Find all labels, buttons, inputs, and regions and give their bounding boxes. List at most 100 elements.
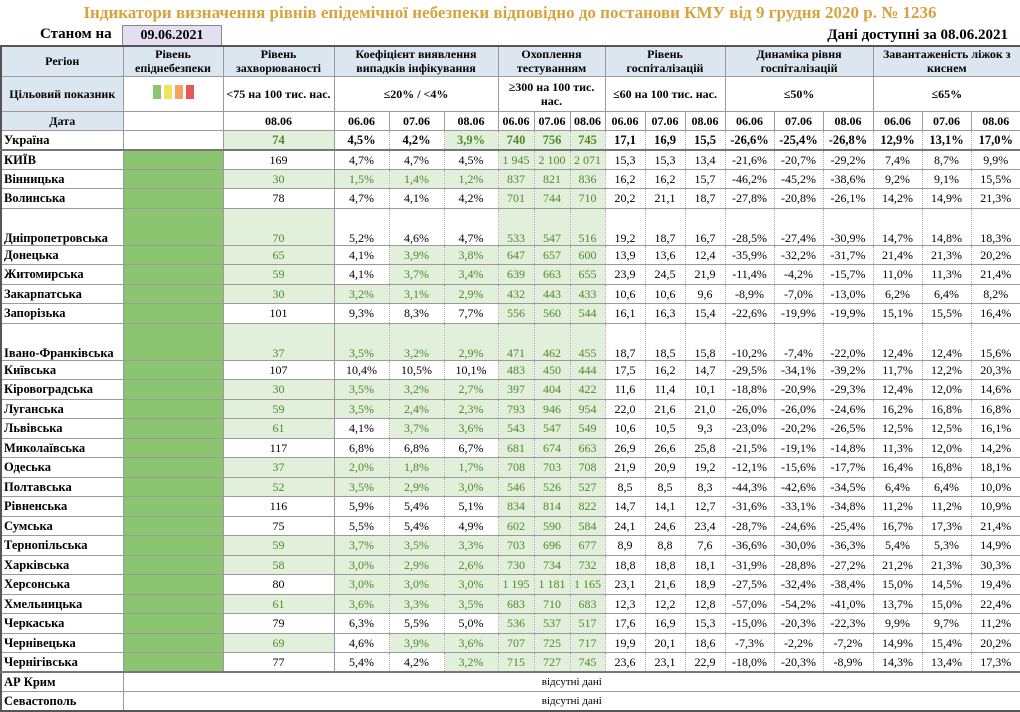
hospitalization-cell: 8,5 [644,476,686,497]
hospitalization-cell: 18,1 [684,554,726,575]
testing-cell: 677 [569,535,606,556]
oxygen-beds-cell: 16,7% [872,515,923,536]
coef-cell: 3,7% [388,264,445,285]
region-name: Полтавська [0,476,124,497]
coef-cell: 3,0% [333,574,390,595]
table-row: Херсонська 80 3,0% 3,0% 3,0% 1 195 1 181 1 165 2… [0,574,1020,595]
testing-cell: 734 [533,554,571,575]
coef-cell: 3,5% [333,379,390,400]
epidemic-level-cell [122,554,224,575]
hospitalization-cell: 18,8 [604,554,646,575]
testing-cell: 556 [497,303,535,324]
testing-cell: 745 [569,129,606,151]
testing-cell: 744 [533,188,571,209]
coef-cell: 4,7% [443,207,499,246]
incidence-cell: 37 [222,457,335,478]
table-row: Закарпатська 30 3,2% 3,1% 2,9% 432 443 433 10,6 1… [0,283,1020,304]
incidence-cell: 75 [222,515,335,536]
hospitalization-dynamics-cell: -20,8% [773,188,824,209]
oxygen-beds-cell: 14,3% [872,652,923,673]
coef-cell: 5,5% [333,515,390,536]
hospitalization-cell: 9,6 [684,283,726,304]
oxygen-beds-cell: 13,4% [921,652,972,673]
hospitalization-dynamics-cell: -2,2% [773,632,824,653]
hospitalization-dynamics-cell: -29,2% [822,149,874,170]
coef-cell: 1,8% [388,457,445,478]
region-name: Херсонська [0,574,124,595]
header-hosp: Рівень госпіталізацій [604,45,726,77]
oxygen-beds-cell: 12,4% [872,322,923,361]
coef-cell: 3,2% [443,652,499,673]
testing-cell: 814 [533,496,571,517]
hospitalization-cell: 16,2 [644,359,686,380]
coef-cell: 3,5% [333,476,390,497]
testing-cell: 647 [497,244,535,265]
region-name: Київська [0,359,124,380]
oxygen-beds-cell: 20,2% [970,632,1020,653]
oxygen-beds-cell: 16,2% [872,398,923,419]
hospitalization-cell: 24,1 [604,515,646,536]
testing-cell: 683 [497,593,535,614]
testing-cell: 533 [497,207,535,246]
hospitalization-cell: 16,9 [644,613,686,634]
coef-cell: 5,9% [333,496,390,517]
hospitalization-cell: 10,6 [644,283,686,304]
date-header: 07.06 [533,110,571,131]
oxygen-beds-cell: 17,3% [921,515,972,536]
target-coef: ≤20% / <4% [333,75,499,112]
testing-cell: 732 [569,554,606,575]
incidence-cell: 37 [222,322,335,361]
testing-cell: 1 945 [497,149,535,170]
indicators-table: Регіон Рівень епіднебезпеки Рівень захво… [0,45,1020,712]
hospitalization-cell: 15,3 [604,149,646,170]
coef-cell: 3,6% [443,632,499,653]
testing-cell: 526 [533,476,571,497]
coef-cell: 3,4% [443,264,499,285]
testing-cell: 715 [497,652,535,673]
hospitalization-dynamics-cell: -11,4% [724,264,775,285]
hospitalization-dynamics-cell: -12,1% [724,457,775,478]
hospitalization-cell: 11,6 [604,379,646,400]
region-name: Дніпропетровська [0,207,124,246]
table-row: Дніпропетровська 70 5,2% 4,6% 4,7% 533 547 516 1… [0,207,1020,246]
testing-cell: 703 [533,457,571,478]
region-name: Кіровоградська [0,379,124,400]
target-incidence: <75 на 100 тис. нас. [222,75,335,112]
date-header: 06.06 [333,110,390,131]
hospitalization-cell: 16,2 [644,168,686,189]
epidemic-level-cell [122,149,224,170]
epidemic-level-cell [122,496,224,517]
hospitalization-cell: 26,9 [604,437,646,458]
table-row-missing: АР Крим відсутні дані [0,671,1020,692]
hospitalization-cell: 12,3 [604,593,646,614]
target-testing: ≥300 на 100 тис. нас. [497,75,606,112]
testing-cell: 745 [569,652,606,673]
hospitalization-cell: 18,9 [684,574,726,595]
hospitalization-cell: 25,8 [684,437,726,458]
oxygen-beds-cell: 16,8% [921,457,972,478]
hospitalization-cell: 23,6 [604,652,646,673]
region-name: Чернігівська [0,652,124,673]
coef-cell: 3,9% [443,129,499,151]
region-name: Миколаївська [0,437,124,458]
hospitalization-dynamics-cell: -10,2% [724,322,775,361]
hospitalization-dynamics-cell: -21,6% [724,149,775,170]
hospitalization-dynamics-cell: -7,0% [773,283,824,304]
table-row: Чернігівська 77 5,4% 4,2% 3,2% 715 727 745 23,6 2… [0,652,1020,673]
region-name: Львівська [0,418,124,439]
incidence-cell: 30 [222,283,335,304]
incidence-cell: 74 [222,129,335,151]
hospitalization-dynamics-cell: -30,0% [773,535,824,556]
hospitalization-cell: 8,3 [684,476,726,497]
coef-cell: 5,4% [388,515,445,536]
oxygen-beds-cell: 12,4% [921,322,972,361]
header-row: Регіон Рівень епіднебезпеки Рівень захво… [0,45,1020,77]
coef-cell: 3,0% [443,476,499,497]
region-name: КИЇВ [0,149,124,170]
hospitalization-dynamics-cell: -36,3% [822,535,874,556]
legend-swatch-green [152,85,161,99]
coef-cell: 2,9% [388,554,445,575]
date-header: 08.06 [684,110,726,131]
oxygen-beds-cell: 16,8% [970,398,1020,419]
hospitalization-dynamics-cell: -38,6% [822,168,874,189]
